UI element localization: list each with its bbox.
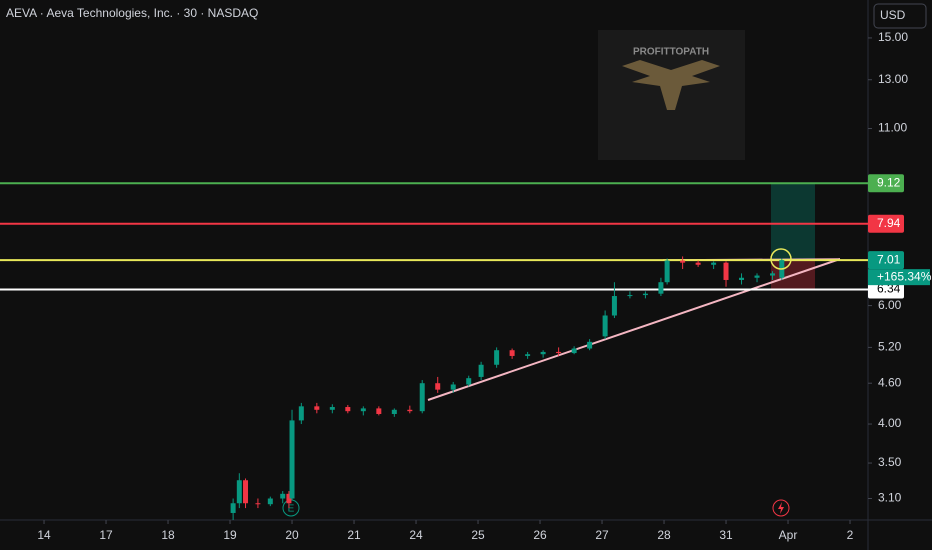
candle-body [345, 407, 351, 412]
y-tick-label: 15.00 [878, 30, 908, 44]
candle-body [230, 503, 236, 513]
candle-body [298, 406, 304, 421]
y-tick-label: 11.00 [878, 121, 907, 135]
candle-body [587, 341, 593, 349]
currency-button[interactable] [873, 3, 927, 29]
candle-body [642, 293, 648, 296]
x-tick-label: 2 [847, 528, 854, 542]
x-tick-label: 25 [471, 528, 485, 542]
candle-body [243, 480, 249, 504]
x-tick-label: 19 [223, 528, 237, 542]
y-tick-label: 5.20 [878, 340, 902, 354]
candle-body [611, 296, 617, 316]
candle-body [723, 262, 729, 280]
candle-body [255, 503, 261, 505]
candle-body [478, 364, 484, 377]
candle-body [525, 354, 531, 356]
price-level-label: 7.94 [877, 216, 901, 230]
change-label: +165.34% [877, 269, 932, 283]
candle-body [329, 407, 335, 410]
candle-body [509, 350, 515, 356]
candle-body [556, 351, 562, 354]
x-tick-label: 17 [99, 528, 113, 542]
candle-body [571, 348, 577, 354]
candle-body [289, 420, 295, 499]
candle-body [602, 315, 608, 337]
candle-body [680, 260, 686, 263]
candle-body [391, 409, 397, 414]
news-marker[interactable] [772, 499, 790, 517]
symbol-title: AEVA · Aeva Technologies, Inc. · 30 · NA… [6, 6, 258, 20]
x-tick-label: 20 [285, 528, 299, 542]
price-level-label-bg [868, 214, 904, 233]
eagle-icon [622, 60, 720, 110]
candle-body [314, 406, 320, 410]
candle-body [695, 262, 701, 265]
y-tick-label: 4.00 [878, 416, 902, 430]
earnings-label[interactable]: E [288, 504, 295, 515]
change-label-bg [868, 269, 930, 286]
y-tick-label: 13.00 [878, 72, 908, 86]
watermark: PROFITTOPATH [598, 30, 745, 160]
candle-body [280, 493, 286, 499]
candle-body [466, 378, 472, 385]
highlight-circle [770, 248, 792, 270]
x-tick-label: 31 [719, 528, 733, 542]
candle-body [407, 409, 413, 412]
x-tick-label: 27 [595, 528, 609, 542]
currency-label[interactable]: USD [880, 8, 906, 22]
trend-line [427, 258, 841, 401]
y-tick-label: 3.50 [878, 455, 902, 469]
x-tick-label: 14 [37, 528, 51, 542]
candle-body [286, 493, 292, 504]
x-tick-label: 21 [347, 528, 361, 542]
candle-body [627, 295, 633, 297]
price-level-label-bg [868, 174, 904, 193]
candle-body [236, 480, 242, 504]
x-tick-label: 28 [657, 528, 671, 542]
x-tick-label: Apr [779, 528, 798, 542]
candle-body [450, 384, 456, 390]
price-level-label: 7.01 [877, 252, 901, 266]
candle-body [658, 282, 664, 294]
candle-body [494, 350, 500, 365]
y-tick-label: 6.00 [878, 298, 902, 312]
candle-body [540, 351, 546, 355]
candle-body [711, 262, 717, 265]
candle-body [664, 260, 670, 283]
price-level-label: 9.12 [877, 175, 901, 189]
y-tick-label: 3.10 [878, 491, 902, 505]
price-level-label: 6.34 [877, 282, 901, 296]
candle-body [419, 383, 425, 412]
candle-body [376, 408, 382, 414]
y-tick-label: 4.60 [878, 375, 902, 389]
target-zone [771, 184, 815, 260]
candle-body [754, 275, 760, 278]
watermark-text: PROFITTOPATH [633, 47, 709, 58]
candle-body [770, 273, 776, 276]
candle-body [360, 408, 366, 412]
x-tick-label: 24 [409, 528, 423, 542]
candle-body [739, 277, 745, 280]
x-tick-label: 18 [161, 528, 175, 542]
news-icon [778, 502, 784, 514]
x-tick-label: 26 [533, 528, 547, 542]
candle-body [267, 498, 273, 505]
candle-body [435, 383, 441, 390]
price-level-label-bg [868, 251, 904, 270]
